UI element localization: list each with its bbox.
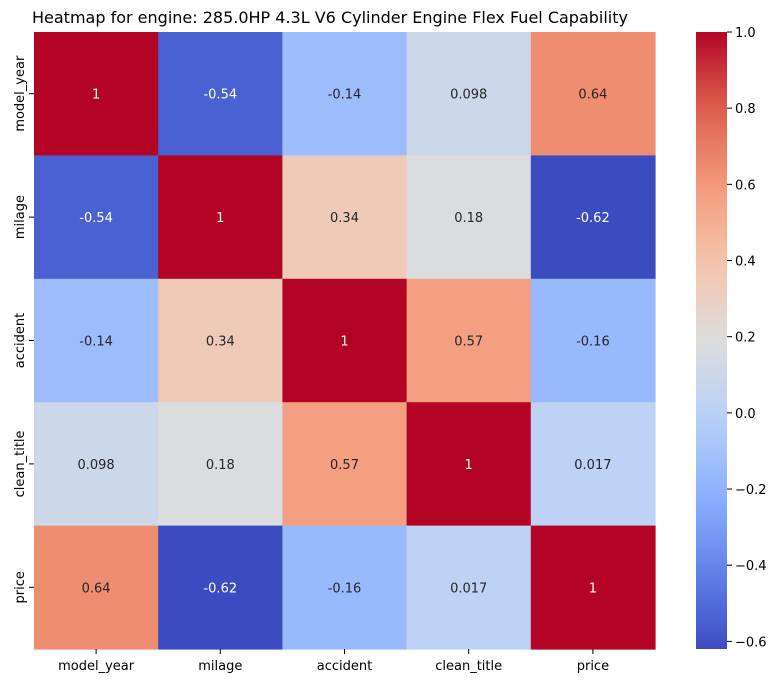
colorbar-tick-label: 0.4 bbox=[735, 255, 756, 270]
y-tick-label: clean_title bbox=[13, 430, 28, 497]
colorbar: 1.0 0.8 0.6 0.4 0.2 0.0 −0.2 −0.4 −0.6 bbox=[696, 26, 767, 650]
cell-value-label: -0.62 bbox=[203, 581, 237, 596]
cell-value-label: -0.16 bbox=[328, 581, 362, 596]
heatmap-cell bbox=[406, 155, 532, 280]
cell-value-label: 0.57 bbox=[330, 458, 359, 473]
heatmap-cell bbox=[34, 278, 159, 403]
cell-value-label: 1 bbox=[340, 335, 348, 350]
colorbar-tick-label: 0.8 bbox=[735, 102, 756, 117]
heatmap-cell bbox=[158, 155, 283, 280]
y-tick-label: model_year bbox=[13, 55, 28, 132]
x-tick-label: price bbox=[577, 659, 609, 674]
heatmap-cell bbox=[406, 278, 532, 403]
heatmap-cell bbox=[34, 525, 159, 650]
heatmap-cell bbox=[282, 525, 408, 650]
heatmap-cell bbox=[158, 278, 283, 403]
y-tick-label: accident bbox=[13, 313, 28, 368]
heatmap-cell bbox=[282, 402, 408, 527]
cell-value-label: 0.64 bbox=[82, 581, 111, 596]
cell-value-label: -0.16 bbox=[576, 335, 610, 350]
chart-title: Heatmap for engine: 285.0HP 4.3L V6 Cyli… bbox=[32, 8, 628, 27]
cell-value-label: 0.18 bbox=[206, 458, 235, 473]
colorbar-tick-label: 1.0 bbox=[735, 26, 756, 41]
cell-value-label: 0.098 bbox=[450, 88, 487, 103]
heatmap-cell bbox=[34, 402, 159, 527]
heatmap-cell bbox=[158, 32, 283, 156]
colorbar-tick-label: 0.6 bbox=[735, 178, 756, 193]
cell-value-label: 0.017 bbox=[574, 458, 611, 473]
colorbar-tick-label: 0.0 bbox=[735, 407, 756, 422]
heatmap-cell bbox=[282, 155, 408, 280]
cell-value-label: 0.64 bbox=[578, 88, 607, 103]
heatmap-cells: 1 -0.54 -0.14 0.098 0.64 -0.54 1 0.34 0.18 -0.62 -… bbox=[34, 32, 656, 650]
heatmap-cell bbox=[34, 155, 159, 280]
cell-value-label: -0.54 bbox=[203, 88, 237, 103]
heatmap-cell bbox=[530, 155, 656, 280]
cell-value-label: 0.017 bbox=[450, 581, 487, 596]
heatmap-cell bbox=[158, 402, 283, 527]
x-tick-label: accident bbox=[317, 659, 372, 674]
heatmap-cell bbox=[530, 278, 656, 403]
colorbar-gradient bbox=[696, 32, 727, 649]
cell-value-label: 0.57 bbox=[454, 335, 483, 350]
cell-value-label: -0.54 bbox=[79, 211, 113, 226]
x-axis: model_year milage accident clean_title price bbox=[58, 649, 609, 674]
cell-value-label: 1 bbox=[92, 88, 100, 103]
x-tick-label: milage bbox=[198, 659, 242, 674]
colorbar-tick-label: −0.4 bbox=[735, 559, 767, 574]
heatmap-cell bbox=[406, 402, 532, 527]
cell-value-label: -0.14 bbox=[328, 88, 362, 103]
cell-value-label: 0.34 bbox=[206, 335, 235, 350]
cell-value-label: 1 bbox=[589, 581, 597, 596]
cell-value-label: 0.098 bbox=[77, 458, 114, 473]
heatmap-cell bbox=[530, 525, 656, 650]
heatmap-cell bbox=[530, 32, 656, 156]
cell-value-label: 1 bbox=[465, 458, 473, 473]
heatmap-cell bbox=[34, 32, 159, 156]
heatmap-cell bbox=[158, 525, 283, 650]
cell-value-label: 1 bbox=[216, 211, 224, 226]
heatmap-cell bbox=[530, 402, 656, 527]
cell-value-label: 0.18 bbox=[454, 211, 483, 226]
y-tick-label: milage bbox=[13, 195, 28, 239]
cell-value-label: -0.62 bbox=[576, 211, 610, 226]
cell-value-label: 0.34 bbox=[330, 211, 359, 226]
colorbar-tick-label: −0.6 bbox=[735, 635, 767, 650]
colorbar-tick-label: −0.2 bbox=[735, 483, 767, 498]
cell-value-label: -0.14 bbox=[79, 335, 113, 350]
y-tick-label: price bbox=[13, 571, 28, 603]
heatmap-cell bbox=[282, 32, 408, 156]
heatmap-cell bbox=[282, 278, 408, 403]
x-tick-label: model_year bbox=[58, 659, 135, 674]
heatmap-cell bbox=[406, 525, 532, 650]
colorbar-tick-label: 0.2 bbox=[735, 331, 756, 346]
x-tick-label: clean_title bbox=[435, 659, 502, 674]
heatmap-cell bbox=[406, 32, 532, 156]
